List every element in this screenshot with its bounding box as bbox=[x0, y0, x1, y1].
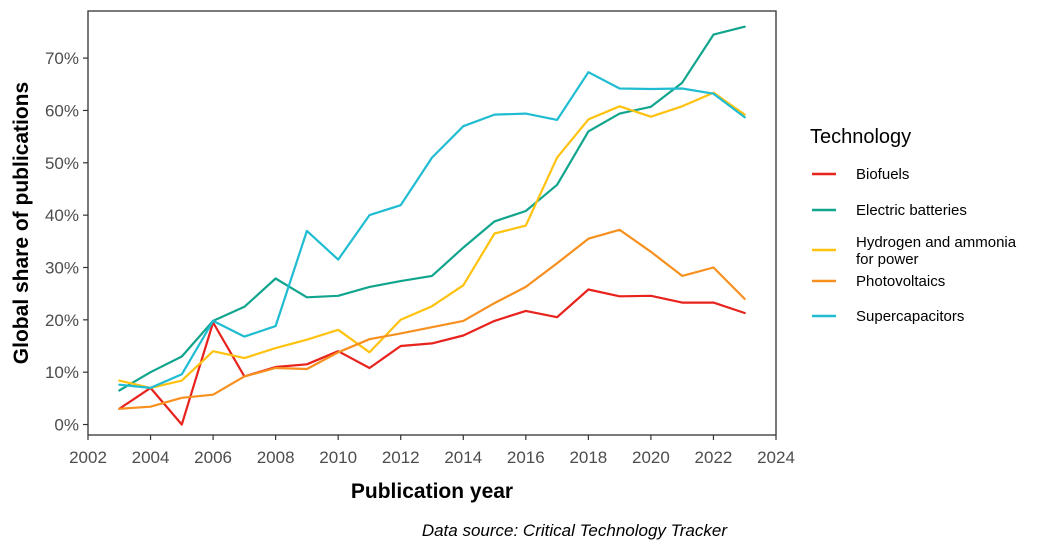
legend-label-supercapacitors: Supercapacitors bbox=[856, 308, 964, 325]
legend-title: Technology bbox=[810, 126, 911, 148]
x-tick-label: 2020 bbox=[632, 448, 670, 467]
y-tick-label: 0% bbox=[54, 416, 79, 435]
y-tick-label: 60% bbox=[45, 101, 79, 120]
legend-label-biofuels: Biofuels bbox=[856, 166, 909, 183]
y-tick-label: 50% bbox=[45, 154, 79, 173]
legend: Technology Biofuels Electric batteries Hyd… bbox=[810, 126, 1017, 325]
y-tick-label: 70% bbox=[45, 49, 79, 68]
legend-label-photovoltaics: Photovoltaics bbox=[856, 273, 945, 290]
plot-panel bbox=[87, 10, 777, 436]
legend-label-hydrogen-and-ammonia-for-power-line-1: for power bbox=[856, 251, 919, 268]
legend-label-electric-batteries: Electric batteries bbox=[856, 202, 967, 219]
y-tick-label: 10% bbox=[45, 363, 79, 382]
y-tick-label: 40% bbox=[45, 206, 79, 225]
x-tick-label: 2004 bbox=[132, 448, 170, 467]
y-axis: 0% 10% 20% 30% 40% 50% 60% 70% bbox=[45, 49, 88, 435]
x-axis-title: Publication year bbox=[351, 480, 513, 503]
x-tick-label: 2014 bbox=[444, 448, 482, 467]
x-axis: 2002 2004 2006 2008 2010 2012 2014 2016 2018 2020… bbox=[69, 435, 795, 467]
series-lines bbox=[118, 25, 746, 426]
series-line-hydrogen-and-ammonia-for-power bbox=[118, 91, 746, 389]
x-tick-label: 2016 bbox=[507, 448, 545, 467]
y-axis-title: Global share of publications bbox=[10, 82, 33, 364]
x-tick-label: 2006 bbox=[194, 448, 232, 467]
series-line-biofuels bbox=[118, 288, 746, 426]
series-line-supercapacitors bbox=[118, 71, 746, 389]
x-tick-label: 2024 bbox=[757, 448, 795, 467]
x-tick-label: 2018 bbox=[569, 448, 607, 467]
y-tick-label: 30% bbox=[45, 258, 79, 277]
x-tick-label: 2010 bbox=[319, 448, 357, 467]
y-tick-label: 20% bbox=[45, 311, 79, 330]
x-tick-label: 2012 bbox=[382, 448, 420, 467]
series-line-photovoltaics bbox=[118, 228, 746, 410]
x-tick-label: 2022 bbox=[695, 448, 733, 467]
legend-label-hydrogen-and-ammonia-for-power-line-0: Hydrogen and ammonia bbox=[856, 234, 1017, 251]
series-line-electric-batteries bbox=[118, 25, 746, 392]
x-tick-label: 2002 bbox=[69, 448, 107, 467]
data-source-caption: Data source: Critical Technology Tracker bbox=[422, 521, 729, 540]
x-tick-label: 2008 bbox=[257, 448, 295, 467]
